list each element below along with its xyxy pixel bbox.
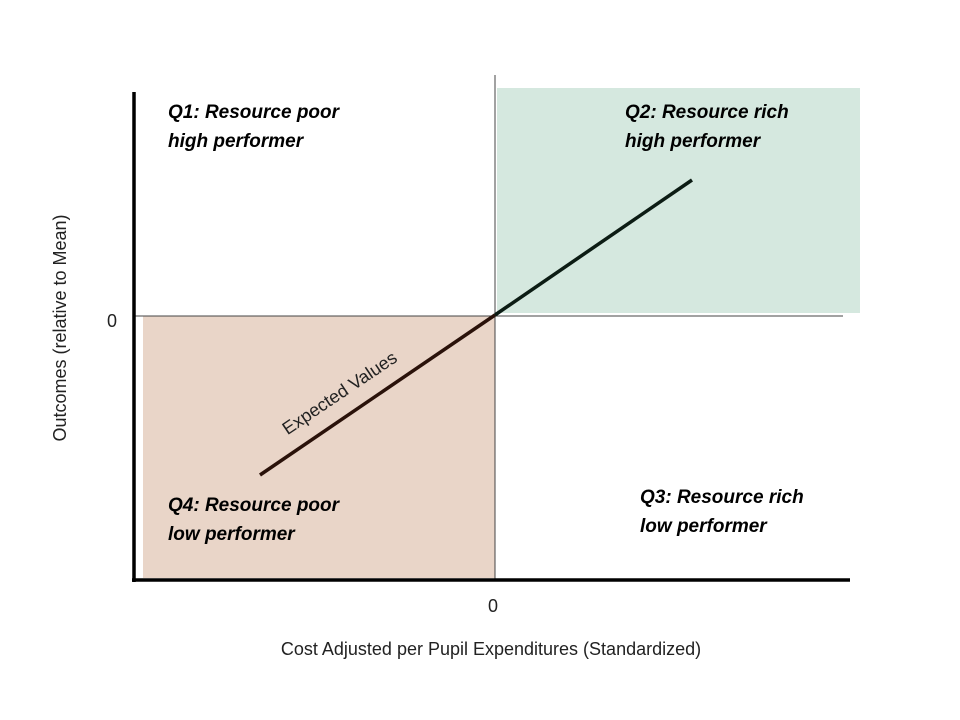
q2-line-2: high performer <box>625 131 762 152</box>
q3-line-1: Q3: Resource rich <box>640 487 804 508</box>
expected-line-lower <box>259 313 496 477</box>
q4-region <box>143 316 495 578</box>
q1-line-2: high performer <box>168 131 305 152</box>
q3-line-2: low performer <box>640 516 768 537</box>
expected-line-upper <box>494 178 693 317</box>
x-axis-label: Cost Adjusted per Pupil Expenditures (St… <box>281 639 701 659</box>
x-origin-label: 0 <box>488 596 498 616</box>
y-axis-label: Outcomes (relative to Mean) <box>50 214 70 441</box>
q1-line-1: Q1: Resource poor <box>168 102 341 123</box>
q2-region <box>497 88 860 313</box>
q2-line-1: Q2: Resource rich <box>625 102 789 123</box>
y-origin-label: 0 <box>107 311 117 331</box>
q4-line-1: Q4: Resource poor <box>168 495 341 516</box>
q4-line-2: low performer <box>168 524 296 545</box>
